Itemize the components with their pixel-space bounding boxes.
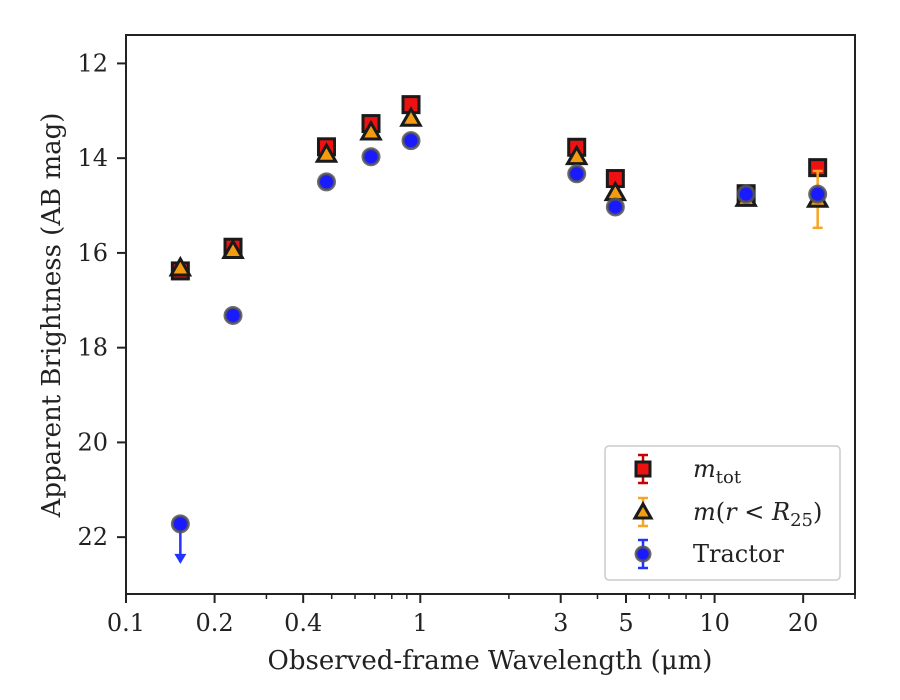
data-point xyxy=(170,514,190,534)
x-tick-label: 1 xyxy=(413,609,428,637)
legend-label: m(r < R25) xyxy=(693,498,822,531)
y-tick-label: 22 xyxy=(77,523,108,551)
data-point xyxy=(223,305,243,325)
data-point xyxy=(221,238,245,259)
y-tick-label: 18 xyxy=(77,334,108,362)
legend-marker xyxy=(634,460,652,478)
y-tick-labels: 12 14 16 18 20 22 xyxy=(77,49,108,551)
data-point xyxy=(564,144,589,166)
legend: mtot m(r < R25) Tractor xyxy=(604,445,841,581)
x-tick-label: 0.4 xyxy=(284,609,322,637)
data-point xyxy=(316,172,336,192)
data-layer xyxy=(168,95,830,564)
legend-marker xyxy=(632,500,654,520)
x-tick-label: 20 xyxy=(788,609,819,637)
y-tick-label: 14 xyxy=(77,144,108,172)
legend-box xyxy=(604,445,841,581)
data-point xyxy=(567,164,587,184)
data-point xyxy=(314,142,339,163)
y-tick-label: 16 xyxy=(77,239,108,267)
x-tick-label: 5 xyxy=(618,609,633,637)
data-point xyxy=(605,197,625,217)
x-tick-label: 3 xyxy=(553,609,568,637)
data-point xyxy=(359,119,383,141)
data-point xyxy=(399,106,423,127)
data-point xyxy=(401,131,421,151)
x-tick-label: 0.1 xyxy=(107,609,145,637)
legend-label: mtot xyxy=(693,455,742,488)
data-point xyxy=(361,147,381,167)
series-2 xyxy=(170,131,828,564)
data-point xyxy=(736,184,756,204)
plot-frame xyxy=(125,34,856,595)
data-point xyxy=(168,255,193,277)
x-tick-label: 10 xyxy=(699,609,730,637)
legend-marker xyxy=(634,545,652,563)
legend-label: Tractor xyxy=(693,540,784,568)
x-tick-label: 0.2 xyxy=(196,609,234,637)
data-point xyxy=(808,184,828,204)
x-tick-labels: 0.1 0.2 0.4 1 3 5 10 20 xyxy=(107,609,819,637)
y-axis-label: Apparent Brightness (AB mag) xyxy=(37,113,67,519)
y-tick-label: 12 xyxy=(77,49,108,77)
x-axis-label: Observed-frame Wavelength (μm) xyxy=(268,646,713,676)
y-tick-label: 20 xyxy=(77,428,108,456)
upper-limit-arrowhead xyxy=(174,553,187,564)
